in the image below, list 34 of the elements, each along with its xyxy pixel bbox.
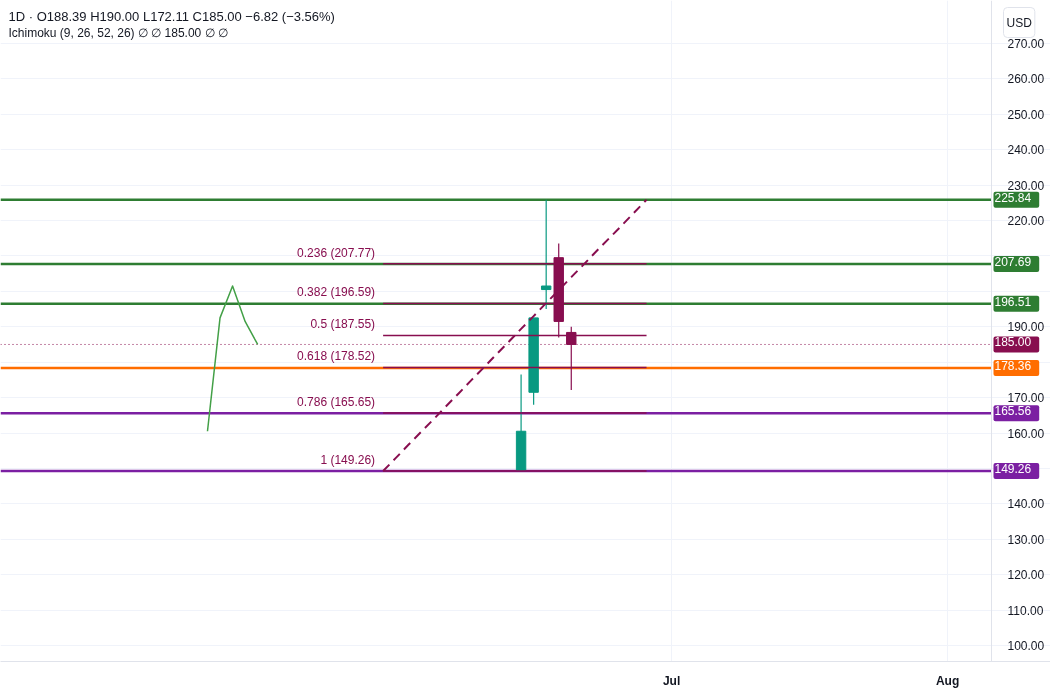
series-label: 0.786 (165.65) xyxy=(297,395,376,410)
text: 1D · O188.39 H190.00 L172.11 C185.00 −6.82 (−3.56%) xyxy=(8,8,335,24)
y-tick-label: 120.00 xyxy=(1007,568,1045,583)
y-tick-label: 260.00 xyxy=(1007,72,1045,87)
y-tick-label: 160.00 xyxy=(1007,426,1045,441)
y-axis-title: USD xyxy=(1006,15,1033,30)
y-tick-label: 270.00 xyxy=(1007,36,1045,51)
x-tick-label: Jul xyxy=(662,673,681,688)
y-tick-label: 230.00 xyxy=(1007,178,1045,193)
y-tick-label: 240.00 xyxy=(1007,143,1045,158)
y-tick-label: 100.00 xyxy=(1007,639,1045,654)
y-tick-label: 250.00 xyxy=(1007,107,1045,122)
ref-line-label: 185.00 xyxy=(994,335,1032,350)
ref-line-label: 165.56 xyxy=(994,404,1032,419)
ref-line-label: 207.69 xyxy=(994,255,1032,270)
line-series xyxy=(206,285,259,432)
series-label: 0.618 (178.52) xyxy=(297,349,376,364)
series-label: 0.236 (207.77) xyxy=(297,245,376,260)
text: Ichimoku (9, 26, 52, 26) ∅ ∅ 185.00 ∅ ∅ xyxy=(8,25,228,40)
y-tick-label: 130.00 xyxy=(1007,532,1045,547)
x-tick-label: Aug xyxy=(935,673,960,688)
candlestick xyxy=(540,199,552,310)
y-tick-label: 140.00 xyxy=(1007,497,1045,512)
y-tick-label: 220.00 xyxy=(1007,213,1045,228)
ref-line-label: 178.36 xyxy=(994,358,1032,373)
y-tick-label: 170.00 xyxy=(1007,391,1045,406)
series-label: 0.5 (187.55) xyxy=(310,317,376,332)
ref-line-label: 196.51 xyxy=(994,294,1032,309)
y-tick-label: 110.00 xyxy=(1007,603,1044,618)
series-label: 0.382 (196.59) xyxy=(297,285,376,300)
ref-line-label: 149.26 xyxy=(994,462,1032,477)
ref-line-label: 225.84 xyxy=(994,190,1032,205)
series-label: 1 (149.26) xyxy=(320,453,376,468)
y-tick-label: 190.00 xyxy=(1007,320,1045,335)
